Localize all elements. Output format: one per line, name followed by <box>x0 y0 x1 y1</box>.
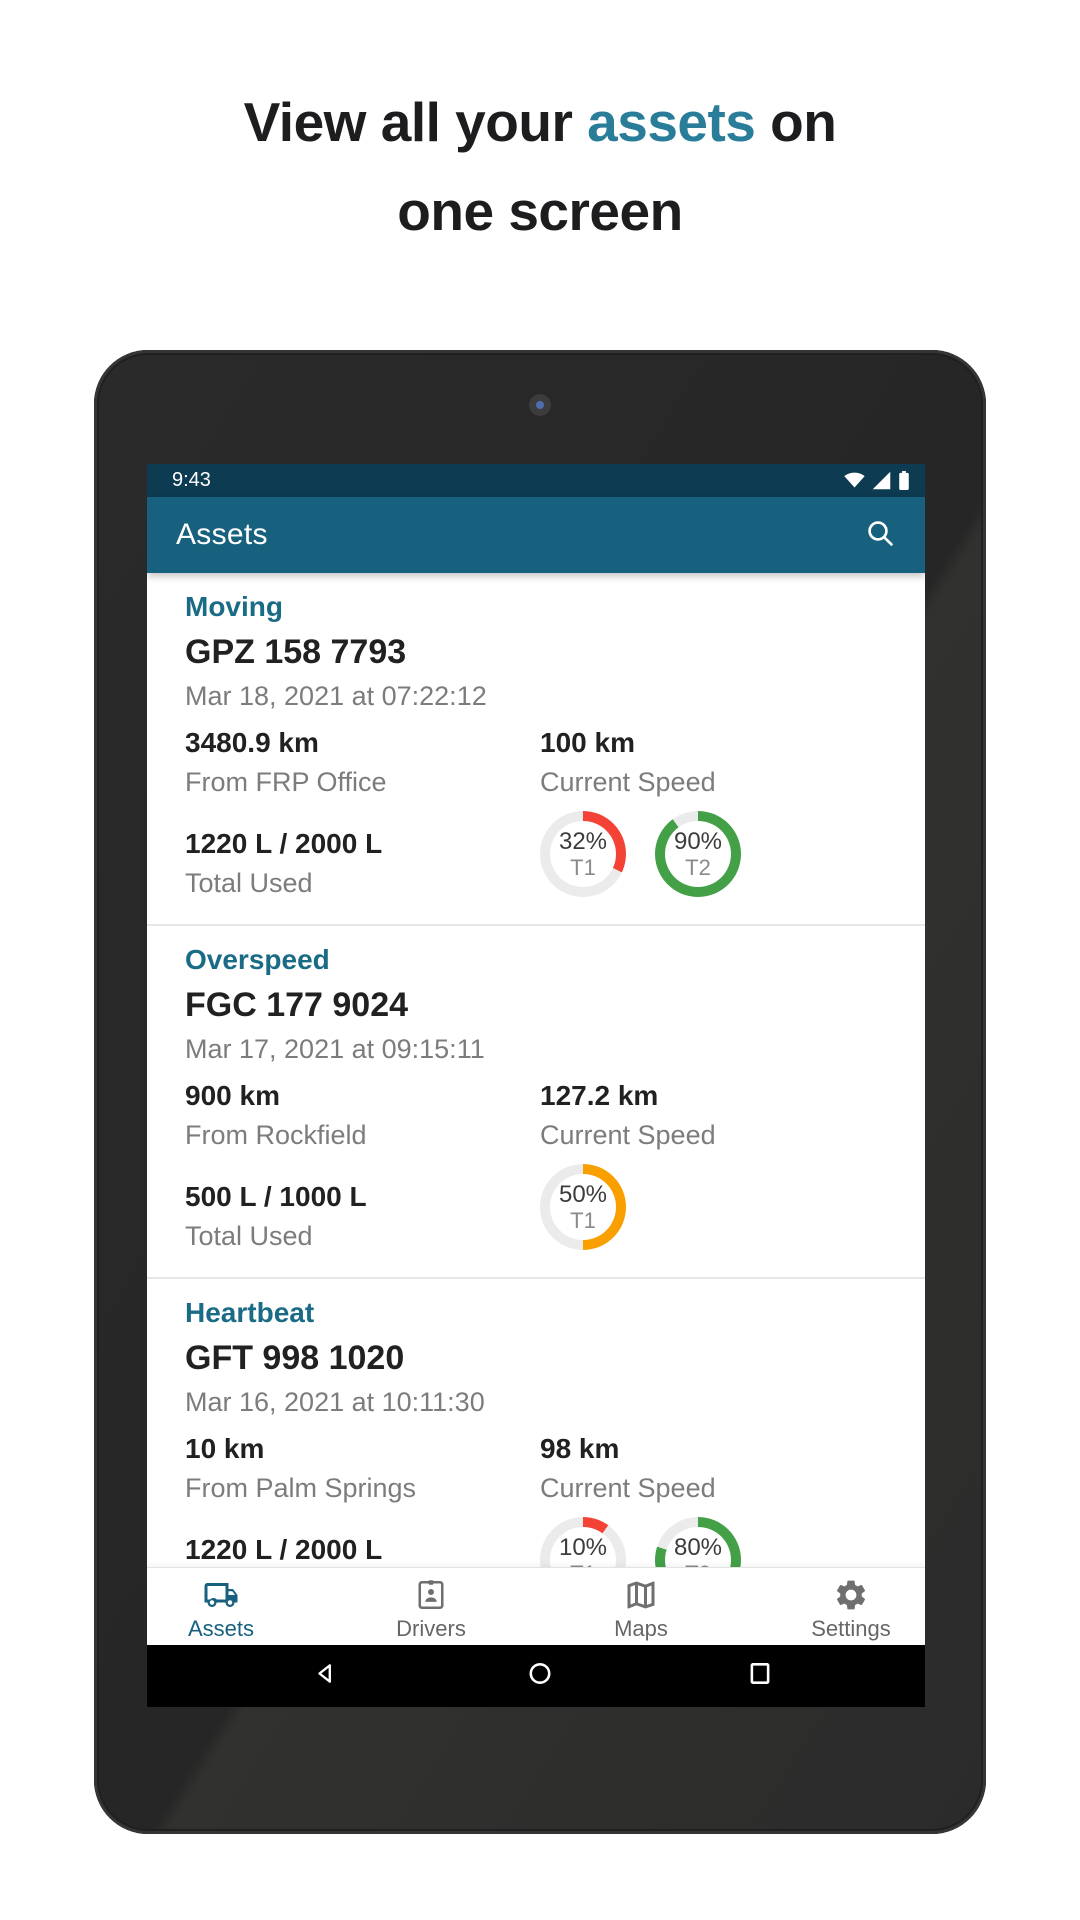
fuel-label: Total Used <box>185 868 313 898</box>
page-title-highlight: assets <box>587 91 756 153</box>
stat-label: Current Speed <box>540 1120 716 1150</box>
asset-timestamp: Mar 18, 2021 at 07:22:12 <box>185 681 487 711</box>
asset-plate-number: GPZ 158 7793 <box>185 633 407 671</box>
fuel-gauge-t1: 32% T1 <box>540 811 626 897</box>
asset-timestamp: Mar 16, 2021 at 10:11:30 <box>185 1387 485 1417</box>
tablet-device-frame: 9:43 Assets <box>94 350 986 1834</box>
front-camera-dot <box>529 394 551 416</box>
truck-icon <box>203 1577 239 1613</box>
gauge-tank-label: T2 <box>685 855 711 880</box>
fuel-gauge-t1: 50% T1 <box>540 1164 626 1250</box>
fuel-gauges: 50% T1 <box>540 1164 626 1253</box>
stat-value: 98 km <box>540 1433 620 1464</box>
nav-label: Maps <box>614 1616 668 1641</box>
asset-status: Moving <box>185 591 283 622</box>
stat-speed: 100 km Current Speed <box>540 726 716 799</box>
nav-item-maps[interactable]: Maps <box>579 1568 703 1645</box>
stat-label: Current Speed <box>540 767 716 797</box>
page-title-line1-post: on <box>755 91 837 153</box>
nav-label: Assets <box>187 1616 255 1641</box>
asset-status: Overspeed <box>185 944 330 975</box>
fuel-value: 500 L / 1000 L <box>185 1181 367 1212</box>
stat-value: 100 km <box>540 727 635 758</box>
asset-card[interactable]: Moving GPZ 158 7793 Mar 18, 2021 at 07:2… <box>147 573 925 926</box>
stat-fuel: 500 L / 1000 L Total Used <box>185 1180 540 1253</box>
asset-plate-number: GFT 998 1020 <box>185 1339 405 1377</box>
page-title-line2: one screen <box>397 180 683 242</box>
gauge-percent: 10% <box>558 1534 608 1561</box>
page-title-line1-pre: View all your <box>243 91 588 153</box>
nav-item-assets[interactable]: Assets <box>159 1568 283 1645</box>
android-navigation-bar <box>147 1645 925 1707</box>
fuel-label: Total Used <box>185 1221 313 1251</box>
cellular-signal-icon <box>871 470 892 491</box>
nav-item-settings[interactable]: Settings <box>789 1568 913 1645</box>
stat-value: 900 km <box>185 1080 280 1111</box>
stat-value: 3480.9 km <box>185 727 319 758</box>
asset-list[interactable]: Moving GPZ 158 7793 Mar 18, 2021 at 07:2… <box>147 573 925 1567</box>
map-icon <box>623 1577 659 1613</box>
fuel-gauge-t2: 80% T2 <box>655 1517 741 1567</box>
stat-speed: 127.2 km Current Speed <box>540 1079 716 1152</box>
app-bar: Assets <box>147 497 925 573</box>
stat-distance: 10 km From Palm Springs <box>185 1432 540 1505</box>
back-button[interactable] <box>313 1661 339 1692</box>
id-badge-icon <box>413 1577 449 1613</box>
nav-label: Settings <box>811 1616 891 1641</box>
asset-plate-number: FGC 177 9024 <box>185 986 409 1024</box>
recents-button[interactable] <box>747 1661 773 1692</box>
stat-label: From Palm Springs <box>185 1473 417 1503</box>
gauge-percent: 32% <box>558 828 608 855</box>
stat-speed: 98 km Current Speed <box>540 1432 716 1505</box>
stat-value: 127.2 km <box>540 1080 659 1111</box>
stat-label: Current Speed <box>540 1473 716 1503</box>
gauge-percent: 80% <box>673 1534 723 1561</box>
wifi-icon <box>844 470 865 491</box>
asset-timestamp: Mar 17, 2021 at 09:15:11 <box>185 1034 485 1064</box>
stat-value: 10 km <box>185 1433 265 1464</box>
gauge-tank-label: T1 <box>570 1208 596 1233</box>
fuel-gauges: 10% T1 80% T2 <box>540 1517 741 1567</box>
gauge-percent: 90% <box>673 828 723 855</box>
bottom-navigation: Assets Drivers Maps <box>147 1567 925 1645</box>
search-icon <box>864 517 896 554</box>
stat-label: From Rockfield <box>185 1120 367 1150</box>
gauge-tank-label: T2 <box>685 1561 711 1567</box>
app-bar-title: Assets <box>176 518 268 551</box>
stat-fuel: 1220 L / 2000 L Total Used <box>185 1533 540 1567</box>
asset-status: Heartbeat <box>185 1297 315 1328</box>
page-title: View all your assets on one screen <box>0 78 1080 256</box>
fuel-gauges: 32% T1 90% T2 <box>540 811 741 900</box>
stat-fuel: 1220 L / 2000 L Total Used <box>185 827 540 900</box>
status-bar: 9:43 <box>147 464 925 497</box>
fuel-value: 1220 L / 2000 L <box>185 828 383 859</box>
asset-card[interactable]: Overspeed FGC 177 9024 Mar 17, 2021 at 0… <box>147 926 925 1279</box>
device-screen: 9:43 Assets <box>147 464 925 1707</box>
gauge-percent: 50% <box>558 1181 608 1208</box>
search-button[interactable] <box>863 518 897 552</box>
gauge-tank-label: T1 <box>570 1561 596 1567</box>
fuel-gauge-t2: 90% T2 <box>655 811 741 897</box>
battery-icon <box>898 470 910 491</box>
gear-icon <box>833 1577 869 1613</box>
status-bar-clock: 9:43 <box>172 469 211 491</box>
fuel-gauge-t1: 10% T1 <box>540 1517 626 1567</box>
nav-label: Drivers <box>396 1616 466 1641</box>
fuel-value: 1220 L / 2000 L <box>185 1534 383 1565</box>
gauge-tank-label: T1 <box>570 855 596 880</box>
stat-label: From FRP Office <box>185 767 387 797</box>
status-bar-icons <box>844 470 910 491</box>
home-button[interactable] <box>527 1661 553 1692</box>
stat-distance: 3480.9 km From FRP Office <box>185 726 540 799</box>
asset-card[interactable]: Heartbeat GFT 998 1020 Mar 16, 2021 at 1… <box>147 1279 925 1567</box>
stat-distance: 900 km From Rockfield <box>185 1079 540 1152</box>
nav-item-drivers[interactable]: Drivers <box>369 1568 493 1645</box>
